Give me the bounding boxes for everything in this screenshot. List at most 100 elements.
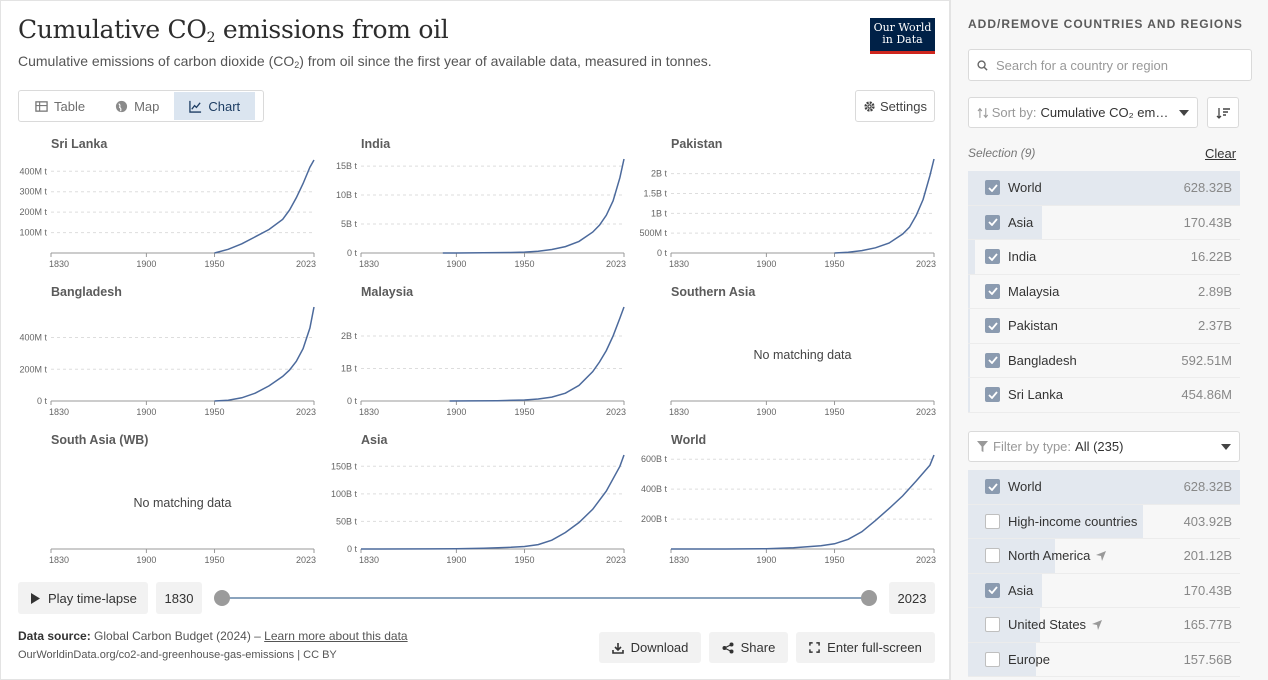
entity-checkbox[interactable] <box>985 214 1000 230</box>
panel-title: India <box>361 137 391 151</box>
entity-checkbox[interactable] <box>985 479 1000 495</box>
entity-value: 165.77B <box>1183 617 1232 633</box>
settings-button[interactable]: Settings <box>855 90 935 122</box>
entity-row[interactable]: United States 165.77B <box>968 608 1240 643</box>
entity-value: 201.12B <box>1183 548 1232 564</box>
entity-checkbox[interactable] <box>985 249 1000 265</box>
clear-selection-button[interactable]: Clear <box>1205 146 1237 161</box>
entity-row[interactable]: World 628.32B <box>968 171 1240 206</box>
entity-row[interactable]: India 16.22B <box>968 240 1240 275</box>
no-data-message: No matching data <box>754 348 852 362</box>
end-year-box[interactable]: 2023 <box>889 582 935 614</box>
chart-title: Cumulative CO2 emissions from oil <box>18 15 449 46</box>
entity-value: 157.56B <box>1183 651 1232 667</box>
small-chart-panel: India 1830 1900 1950 2023 0 t 5B t 10B t 15B t <box>336 137 626 269</box>
entity-value: 2.37B <box>1198 318 1232 334</box>
play-timelapse-button[interactable]: Play time-lapse <box>18 582 148 614</box>
panel-title: Sri Lanka <box>51 137 108 151</box>
small-chart-panel: Pakistan 1830 1900 1950 2023 0 t 500M t 1B t 1.5… <box>639 137 936 269</box>
small-chart-panel: Asia 1830 1900 1950 2023 0 t 50B t 100B t 150B t <box>331 433 626 565</box>
value-share-bar <box>968 642 1037 676</box>
y-tick-label: 100B t <box>331 489 358 499</box>
location-arrow-icon <box>1092 619 1103 630</box>
fullscreen-button[interactable]: Enter full-screen <box>796 632 935 663</box>
entity-name: Pakistan <box>1008 318 1058 334</box>
fullscreen-label: Enter full-screen <box>827 640 922 655</box>
entity-row[interactable]: Asia 170.43B <box>968 573 1240 608</box>
y-tick-label: 5B t <box>341 219 358 229</box>
start-year-handle[interactable] <box>214 590 230 606</box>
start-year-box[interactable]: 1830 <box>156 582 202 614</box>
entity-row[interactable]: Sri Lanka 454.86M <box>968 378 1240 413</box>
x-tick-label: 1950 <box>205 407 225 417</box>
no-data-message: No matching data <box>134 496 232 510</box>
sort-label: Sort by: <box>991 105 1037 120</box>
y-tick-label: 400M t <box>19 166 47 176</box>
entity-row[interactable]: Bangladesh 592.51M <box>968 343 1240 378</box>
value-share-bar <box>968 343 970 377</box>
value-share-bar <box>968 539 1056 573</box>
entity-checkbox[interactable] <box>985 582 1000 598</box>
entity-checkbox[interactable] <box>985 352 1000 368</box>
source-url[interactable]: OurWorldinData.org/co2-and-greenhouse-ga… <box>18 649 337 661</box>
owid-logo[interactable]: Our World in Data <box>870 18 935 54</box>
panel-title: Bangladesh <box>51 285 122 299</box>
value-share-bar <box>968 205 1042 239</box>
entity-checkbox[interactable] <box>985 387 1000 403</box>
entity-row[interactable]: Pakistan 2.37B <box>968 309 1240 344</box>
series-line <box>214 306 315 402</box>
source-label: Data source: <box>18 629 91 643</box>
entity-row[interactable]: Europe 157.56B <box>968 642 1240 677</box>
timeline-track[interactable] <box>222 597 869 599</box>
end-year-handle[interactable] <box>861 590 877 606</box>
entity-checkbox[interactable] <box>985 513 1000 529</box>
y-tick-label: 400M t <box>19 333 47 343</box>
tab-table[interactable]: Table <box>20 92 100 120</box>
value-share-bar <box>968 240 976 274</box>
entity-value: 170.43B <box>1183 582 1232 598</box>
sort-arrows-icon <box>977 107 989 118</box>
y-tick-label: 200B t <box>641 514 668 524</box>
entity-row[interactable]: North America 201.12B <box>968 539 1240 574</box>
tab-map[interactable]: Map <box>100 92 174 120</box>
check-icon <box>987 483 998 491</box>
filter-by-type-select[interactable]: Filter by type: All (235) <box>968 431 1240 462</box>
search-input[interactable]: Search for a country or region <box>968 49 1252 81</box>
entity-row[interactable]: Asia 170.43B <box>968 205 1240 240</box>
table-icon <box>35 100 48 112</box>
download-label: Download <box>630 640 689 655</box>
small-chart-panel: South Asia (WB) 1830 1900 1950 2023 No matchi… <box>49 433 316 565</box>
download-button[interactable]: Download <box>599 632 701 663</box>
entity-checkbox[interactable] <box>985 180 1000 196</box>
tab-chart[interactable]: Chart <box>174 92 256 120</box>
y-tick-label: 0 t <box>347 248 358 258</box>
entity-row[interactable]: World 628.32B <box>968 470 1240 505</box>
entity-name: Sri Lanka <box>1008 387 1063 403</box>
entity-row[interactable]: High-income countries 403.92B <box>968 504 1240 539</box>
x-tick-label: 1830 <box>359 555 379 565</box>
learn-more-link[interactable]: Learn more about this data <box>264 629 408 643</box>
sort-select[interactable]: Sort by: Cumulative CO₂ emis... <box>968 97 1198 128</box>
series-line <box>442 158 625 254</box>
chart-subtitle: Cumulative emissions of carbon dioxide (… <box>18 53 712 70</box>
entity-checkbox[interactable] <box>985 617 1000 633</box>
share-button[interactable]: Share <box>709 632 788 663</box>
entity-name: High-income countries <box>1008 513 1138 529</box>
entity-checkbox[interactable] <box>985 651 1000 667</box>
data-source: Data source: Global Carbon Budget (2024)… <box>18 629 408 643</box>
small-chart-panel: Southern Asia 1830 1900 1950 2023 No matching… <box>669 285 936 417</box>
filter-value: All (235) <box>1075 439 1124 454</box>
line-chart-icon <box>189 100 202 113</box>
entity-checkbox[interactable] <box>985 548 1000 564</box>
entity-checkbox[interactable] <box>985 318 1000 334</box>
entity-selector-panel: ADD/REMOVE COUNTRIES AND REGIONS Search … <box>950 0 1268 680</box>
check-icon <box>987 356 998 365</box>
search-icon <box>977 59 988 71</box>
entity-row[interactable]: Malaysia 2.89B <box>968 274 1240 309</box>
entity-name: India <box>1008 249 1037 265</box>
x-tick-label: 1950 <box>825 259 845 269</box>
y-tick-label: 600B t <box>641 454 668 464</box>
panel-title: Pakistan <box>671 137 722 151</box>
entity-checkbox[interactable] <box>985 283 1000 299</box>
sort-order-button[interactable] <box>1207 97 1239 128</box>
